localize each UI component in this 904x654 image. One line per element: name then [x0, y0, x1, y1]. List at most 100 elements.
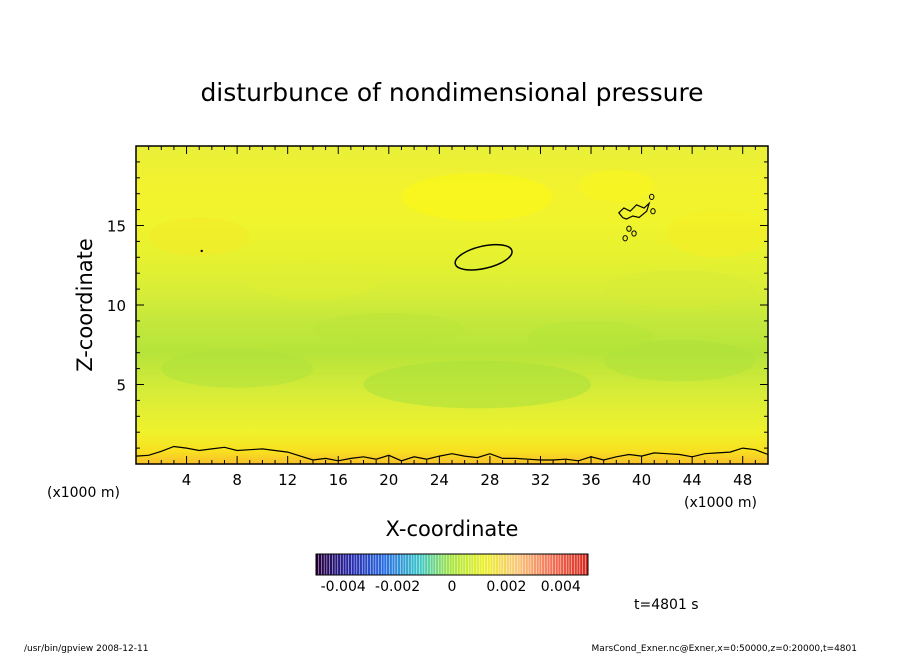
colorbar-cell [381, 554, 384, 575]
colorbar-cell [324, 554, 327, 575]
x-tick-label: 16 [329, 471, 348, 489]
colorbar-cell [558, 554, 561, 575]
colorbar-cell [514, 554, 518, 575]
colorbar-cell [375, 554, 379, 575]
colorbar-tick-label: -0.004 [321, 579, 366, 595]
colorbar-cell [506, 554, 510, 575]
colorbar-cell [427, 554, 431, 575]
x-tick-label: 44 [683, 471, 702, 489]
colorbar-cell [522, 554, 526, 575]
field-patch [148, 217, 250, 256]
y-tick-label: 5 [116, 377, 126, 395]
field-patch [161, 349, 313, 388]
field-patch [666, 209, 768, 258]
contour-speck [626, 225, 632, 232]
colorbar-cell [547, 554, 550, 575]
colorbar-cell [343, 554, 346, 575]
colorbar-cell [316, 554, 319, 575]
colorbar-cell [473, 554, 477, 575]
colorbar-cell [471, 554, 474, 575]
colorbar-cell [340, 554, 344, 575]
x-tick-label: 28 [480, 471, 499, 489]
colorbar-cell [530, 554, 534, 575]
colorbar-cell [566, 554, 569, 575]
colorbar-cell [511, 554, 515, 575]
colorbar-cell [419, 554, 423, 575]
field-patch [401, 173, 554, 221]
contour-cluster [617, 201, 651, 220]
contour-speck [622, 235, 628, 242]
colorbar-tick-label: 0.002 [486, 579, 526, 595]
colorbar-frame [315, 553, 589, 576]
colorbar-cell [441, 554, 444, 575]
colorbar-cell [378, 554, 382, 575]
colorbar-cell [389, 554, 393, 575]
field-patch [249, 262, 377, 301]
contour-speck [631, 230, 637, 237]
colorbar-cell [460, 554, 463, 575]
colorbar-cell [337, 554, 341, 575]
colorbar-cell [555, 554, 559, 575]
x-axis-label: X-coordinate [386, 517, 519, 541]
colorbar-cell [500, 554, 504, 575]
colorbar-cell [484, 554, 488, 575]
colorbar-cell [520, 554, 523, 575]
colorbar-cell [370, 554, 374, 575]
colorbar-cell [446, 554, 450, 575]
colorbar-cell [416, 554, 420, 575]
x-tick-label: 20 [379, 471, 398, 489]
colorbar-cell [351, 554, 355, 575]
colorbar-cell [457, 554, 461, 575]
time-label: t=4801 s [634, 597, 699, 613]
colorbar-cell [332, 554, 336, 575]
x-tick-label: 12 [278, 471, 297, 489]
field-patch [312, 312, 465, 345]
footer-left: /usr/bin/gpview 2008-12-11 [24, 644, 148, 654]
colorbar-cell [321, 554, 325, 575]
colorbar-cell [326, 554, 330, 575]
colorbar-cell [517, 554, 520, 575]
colorbar-cell [359, 554, 363, 575]
colorbar-cell [465, 554, 469, 575]
colorbar-cell [422, 554, 425, 575]
colorbar-cell [318, 554, 322, 575]
colorbar-cell [544, 554, 548, 575]
colorbar-cell [394, 554, 398, 575]
colorbar-cell [462, 554, 466, 575]
x-tick-label: 40 [632, 471, 651, 489]
contour-ellipse [454, 243, 513, 271]
colorbar-cell [582, 554, 586, 575]
x-tick-label: 24 [430, 471, 449, 489]
contour-surface-line [136, 445, 768, 462]
colorbar-cell [536, 554, 540, 575]
colorbar-cell [468, 554, 472, 575]
x-tick-label: 36 [581, 471, 600, 489]
colorbar-cell [403, 554, 406, 575]
colorbar-cell [384, 554, 387, 575]
colorbar-cell [495, 554, 499, 575]
colorbar-cell [408, 554, 412, 575]
colorbar-cell [579, 554, 583, 575]
colorbar-cell [362, 554, 365, 575]
colorbar-cell [329, 554, 333, 575]
colorbar-cell [367, 554, 371, 575]
colorbar-cell [432, 554, 436, 575]
colorbar-cell [443, 554, 447, 575]
colorbar-cell [479, 554, 482, 575]
colorbar-cell [356, 554, 360, 575]
colorbar-cell [490, 554, 493, 575]
colorbar-cell [549, 554, 553, 575]
x-tick-label: 48 [733, 471, 752, 489]
field-patch [603, 339, 756, 382]
colorbar-cell [509, 554, 512, 575]
footer-right: MarsCond_Exner.nc@Exner,x=0:50000,z=0:20… [592, 644, 857, 654]
colorbar-cell [424, 554, 428, 575]
colorbar-cell [481, 554, 485, 575]
colorbar-cell [571, 554, 575, 575]
field-patch [363, 360, 592, 409]
colorbar-cell [413, 554, 417, 575]
colorbar-cell [364, 554, 368, 575]
x-unit-right: (x1000 m) [684, 495, 757, 511]
colorbar-cell [435, 554, 439, 575]
